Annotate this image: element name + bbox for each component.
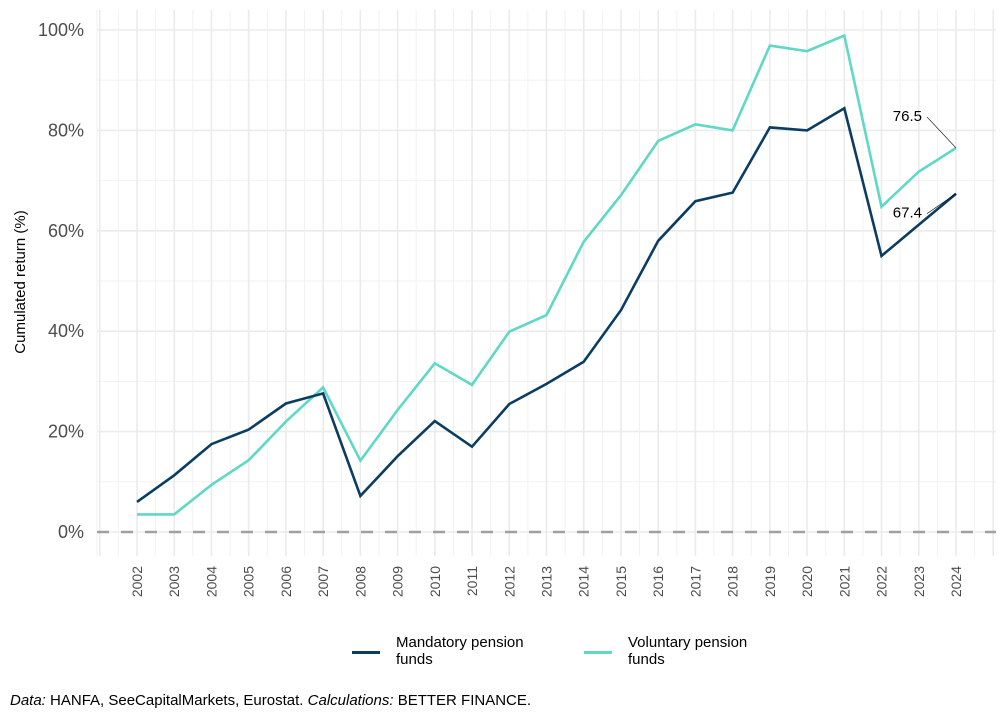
caption-calc-source: BETTER FINANCE. <box>393 692 532 709</box>
y-tick-label: 80% <box>48 120 84 140</box>
annotations: 76.5 67.4 <box>893 108 957 222</box>
x-tick-label: 2013 <box>539 566 555 597</box>
legend-label-line1: Mandatory pension <box>396 634 524 651</box>
legend-item-mandatory: Mandatory pension funds <box>350 634 566 668</box>
x-tick-label: 2007 <box>315 566 331 597</box>
y-tick-label: 0% <box>58 522 84 542</box>
legend-label-line2: funds <box>396 651 433 668</box>
grid <box>96 10 996 556</box>
caption-data-sources: HANFA, SeeCapitalMarkets, Eurostat. <box>45 692 308 709</box>
x-tick-label: 2020 <box>799 566 815 597</box>
legend-key-voluntary <box>584 650 612 654</box>
annotation-leader-mandatory <box>926 193 957 214</box>
x-tick-label: 2023 <box>911 566 927 597</box>
x-tick-label: 2009 <box>390 566 406 597</box>
x-tick-label: 2010 <box>427 566 443 597</box>
x-tick-label: 2006 <box>278 566 294 597</box>
x-tick-label: 2004 <box>203 566 219 597</box>
x-tick-label: 2005 <box>241 566 257 597</box>
x-tick-label: 2016 <box>650 566 666 597</box>
legend: Mandatory pension funds Voluntary pensio… <box>350 634 814 668</box>
x-tick-label: 2018 <box>725 566 741 597</box>
x-tick-label: 2024 <box>948 566 964 597</box>
x-tick-label: 2012 <box>501 566 517 597</box>
y-axis-title: Cumulated return (%) <box>12 210 29 353</box>
caption-calc-label: Calculations: <box>307 692 394 709</box>
annotation-label-voluntary: 76.5 <box>893 108 922 125</box>
x-tick-label: 2011 <box>464 566 480 596</box>
annotation-leader-voluntary <box>926 116 957 149</box>
legend-label-line2: funds <box>628 651 665 668</box>
x-tick-label: 2008 <box>352 566 368 597</box>
x-tick-label: 2021 <box>836 566 852 597</box>
x-tick-label: 2002 <box>129 566 145 597</box>
x-tick-label: 2015 <box>613 566 629 597</box>
x-tick-label: 2003 <box>166 566 182 597</box>
x-tick-label: 2022 <box>874 566 890 597</box>
y-tick-label: 60% <box>48 221 84 241</box>
y-axis-ticks: 0% 20% 40% 60% 80% 100% <box>38 20 84 542</box>
annotation-label-mandatory: 67.4 <box>893 205 922 222</box>
legend-label-line1: Voluntary pension <box>628 634 748 651</box>
y-tick-label: 20% <box>48 422 84 442</box>
series-lines <box>136 33 957 516</box>
source-caption: Data: HANFA, SeeCapitalMarkets, Eurostat… <box>10 692 531 709</box>
y-tick-label: 100% <box>38 20 84 40</box>
x-axis-ticks: 2002 2003 2004 2005 2006 2007 2008 2009 2010 2011… <box>129 566 964 597</box>
y-tick-label: 40% <box>48 321 84 341</box>
x-tick-label: 2014 <box>576 566 592 597</box>
x-tick-label: 2019 <box>762 566 778 597</box>
caption-data-label: Data: <box>10 692 46 709</box>
legend-item-voluntary: Voluntary pension funds <box>582 634 798 668</box>
x-tick-label: 2017 <box>687 566 703 597</box>
legend-key-mandatory <box>352 650 380 654</box>
